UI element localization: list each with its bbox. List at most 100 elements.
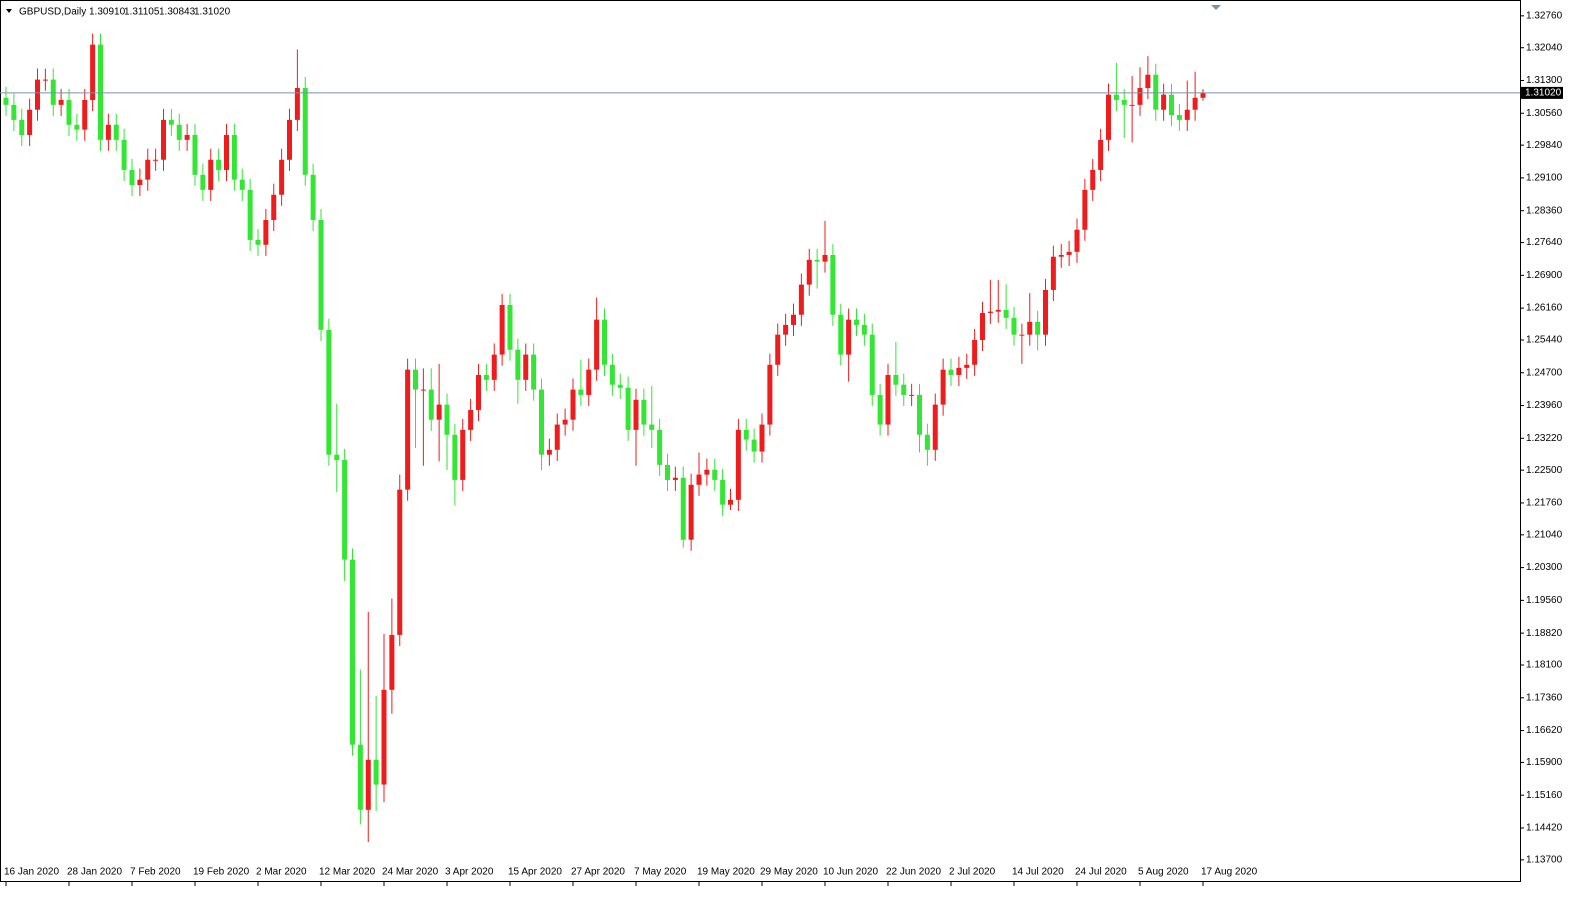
candle-body [239, 179, 245, 190]
y-tick-label: 1.18100 [1526, 660, 1563, 671]
candle-body [420, 389, 426, 391]
header-high: 1.31105 [124, 7, 160, 18]
candle-body [287, 119, 292, 160]
candle-body [901, 384, 907, 395]
y-tick-label: 1.16620 [1526, 725, 1563, 736]
candle-body [231, 134, 237, 180]
y-tick-label: 1.19560 [1526, 595, 1563, 606]
candle-body [27, 109, 33, 135]
candle-body [444, 404, 450, 435]
candle-body [507, 305, 513, 350]
x-tick-label: 19 Feb 2020 [193, 867, 250, 878]
candle-body [350, 559, 355, 745]
candle-body [1200, 92, 1206, 98]
candle-body [838, 314, 844, 355]
candle-body [121, 139, 127, 170]
candle-body [995, 309, 1001, 312]
candle-body [743, 429, 749, 440]
candle-body [798, 284, 804, 315]
candle-body [570, 389, 576, 420]
y-tick-label: 1.29840 [1526, 140, 1563, 151]
candle-body [413, 369, 418, 390]
candle-body [956, 367, 962, 375]
y-tick-label: 1.24700 [1526, 367, 1563, 378]
candle-body [932, 404, 938, 450]
candle-body [861, 324, 867, 335]
x-tick-label: 27 Apr 2020 [571, 867, 625, 878]
candle-body [602, 319, 607, 365]
candle-body [1066, 251, 1072, 255]
candle-body [641, 399, 647, 425]
candle-body [712, 469, 718, 480]
candle-body [964, 364, 970, 368]
candle-body [192, 134, 198, 175]
candle-body [759, 424, 765, 452]
y-tick-label: 1.18820 [1526, 628, 1563, 639]
candle-body [255, 239, 261, 245]
candle-body [775, 334, 781, 365]
candle-body [924, 434, 930, 450]
header-low: 1.30843 [159, 7, 196, 18]
y-tick-label: 1.28360 [1526, 205, 1563, 216]
x-tick-label: 7 Feb 2020 [130, 867, 181, 878]
x-tick-label: 24 Jul 2020 [1075, 867, 1127, 878]
candle-body [50, 79, 56, 105]
candle-body [680, 477, 686, 540]
header-open: 1.30910 [89, 7, 126, 18]
candle-body [617, 384, 623, 388]
candle-body [1161, 94, 1167, 110]
candle-body [161, 119, 166, 160]
y-tick-label: 1.26160 [1526, 303, 1563, 314]
x-tick-label: 14 Jul 2020 [1012, 867, 1064, 878]
header-close: 1.31020 [194, 7, 231, 18]
candle-body [893, 374, 899, 385]
candle-body [554, 424, 560, 450]
candle-body [113, 124, 119, 140]
candle-body [972, 339, 978, 365]
x-tick-label: 24 Mar 2020 [382, 867, 439, 878]
x-tick-label: 15 Apr 2020 [508, 867, 562, 878]
y-tick-label: 1.23960 [1526, 400, 1563, 411]
candle-body [452, 434, 458, 480]
candle-body [129, 169, 135, 185]
candle-body [1113, 94, 1119, 100]
candle-body [42, 79, 48, 81]
candle-body [184, 134, 190, 140]
x-tick-label: 19 May 2020 [697, 867, 755, 878]
candle-body [302, 88, 308, 175]
menu-arrow [6, 9, 12, 13]
y-tick-label: 1.13700 [1526, 854, 1563, 865]
candle-body [940, 369, 946, 405]
candle-body [688, 484, 694, 540]
y-tick-label: 1.26900 [1526, 270, 1563, 281]
x-tick-label: 3 Apr 2020 [445, 867, 494, 878]
candle-body [82, 99, 88, 130]
candle-body [389, 634, 395, 690]
candle-body [704, 469, 710, 475]
candle-body [200, 174, 206, 190]
candle-body [625, 387, 631, 430]
candle-body [3, 97, 9, 105]
y-tick-label: 1.22500 [1526, 465, 1563, 476]
candle-body [562, 419, 568, 425]
candle-body [578, 389, 584, 395]
y-tick-label: 1.29100 [1526, 173, 1563, 184]
candle-body [586, 369, 592, 395]
candle-body [1129, 104, 1135, 106]
candle-body [397, 489, 403, 635]
candle-body [854, 319, 859, 325]
candle-body [224, 134, 229, 170]
x-tick-label: 16 Jan 2020 [4, 867, 59, 878]
candle-body [35, 79, 40, 110]
x-tick-label: 28 Jan 2020 [67, 867, 122, 878]
candle-body [523, 354, 529, 380]
candle-body [436, 404, 442, 420]
candle-body [948, 369, 954, 375]
candle-body [11, 104, 17, 120]
candle-body [1074, 229, 1080, 252]
candle-body [137, 179, 143, 185]
candle-body [822, 254, 828, 262]
candle-body [751, 439, 757, 452]
y-tick-label: 1.20300 [1526, 562, 1563, 573]
